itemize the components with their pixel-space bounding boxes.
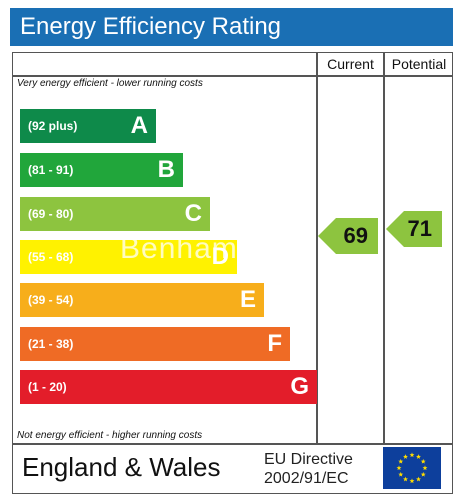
column-divider-potential xyxy=(383,52,385,444)
eu-star-icon xyxy=(396,465,402,471)
eu-star-icon xyxy=(398,458,404,464)
directive-line-1: EU Directive xyxy=(264,451,353,468)
header-divider xyxy=(12,75,453,77)
band-e: (39 - 54) E xyxy=(20,283,264,317)
page-title: Energy Efficiency Rating xyxy=(10,8,453,46)
band-letter: B xyxy=(157,156,175,183)
directive-line-2: 2002/91/EC xyxy=(264,470,349,487)
band-letter: A xyxy=(130,112,148,139)
band-letter: G xyxy=(290,373,309,400)
eu-star-icon xyxy=(403,454,408,459)
band-a: (92 plus) A xyxy=(20,109,156,143)
eu-directive: EU Directive 2002/91/EC xyxy=(264,450,353,488)
band-letter: D xyxy=(211,243,229,270)
band-letter: F xyxy=(267,330,282,357)
band-range: (69 - 80) xyxy=(28,207,74,221)
band-f: (21 - 38) F xyxy=(20,327,290,361)
band-d: (55 - 68) D xyxy=(20,240,237,274)
eu-star-icon xyxy=(420,458,426,464)
eu-star-icon xyxy=(416,476,421,482)
band-letter: C xyxy=(184,200,202,227)
eu-star-icon xyxy=(398,471,404,477)
eu-star-icon xyxy=(420,471,426,477)
eu-flag-icon xyxy=(383,447,441,489)
band-range: (55 - 68) xyxy=(28,250,74,264)
note-efficient: Very energy efficient - lower running co… xyxy=(17,78,203,89)
band-letter: E xyxy=(239,286,256,313)
band-b: (81 - 91) B xyxy=(20,153,183,187)
band-range: (81 - 91) xyxy=(28,163,74,177)
band-c: (69 - 80) C xyxy=(20,197,210,231)
note-inefficient: Not energy efficient - higher running co… xyxy=(17,430,203,441)
band-range: (21 - 38) xyxy=(28,337,74,351)
band-range: (39 - 54) xyxy=(28,293,74,307)
current-rating-value: 69 xyxy=(343,223,368,248)
column-divider-current xyxy=(316,52,318,444)
band-range: (1 - 20) xyxy=(28,380,67,394)
column-header-potential: Potential xyxy=(391,56,447,72)
eu-star-icon xyxy=(403,476,408,482)
potential-rating-value: 71 xyxy=(407,216,432,241)
rating-table-frame xyxy=(12,52,453,494)
footer-divider xyxy=(12,443,453,445)
region-label: England & Wales xyxy=(22,452,221,482)
watermark: Benham xyxy=(120,232,238,265)
eu-star-icon xyxy=(416,454,421,459)
eu-star-icon xyxy=(409,478,415,484)
column-header-current: Current xyxy=(327,56,374,72)
eu-star-icon xyxy=(422,465,428,471)
band-range: (92 plus) xyxy=(28,119,78,133)
band-g: (1 - 20) G xyxy=(20,370,317,404)
eu-star-icon xyxy=(409,452,415,458)
